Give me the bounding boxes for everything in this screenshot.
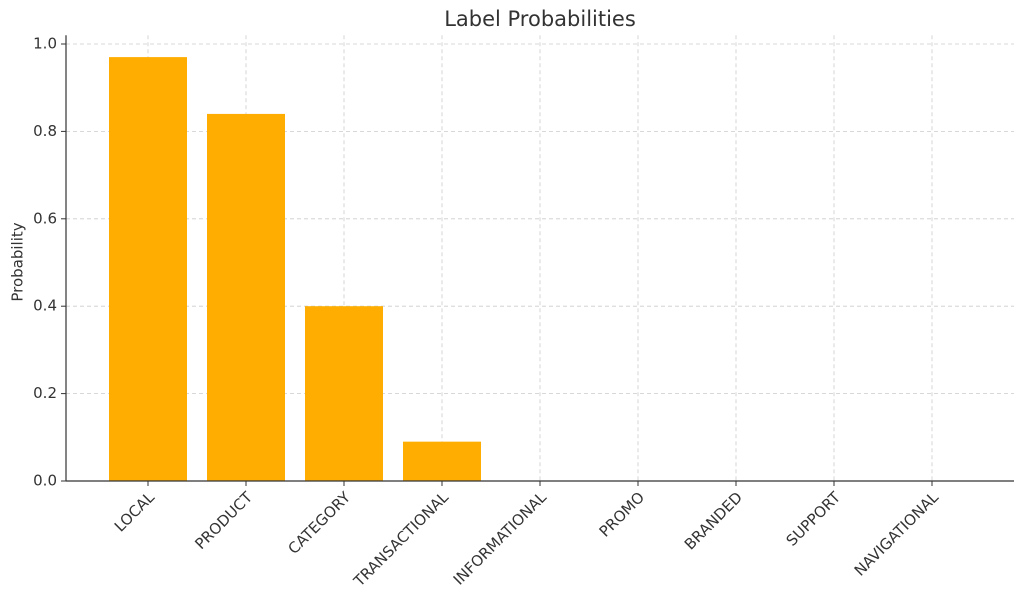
x-tick-label: BRANDED: [681, 488, 746, 553]
y-tick-label: 0.0: [33, 472, 57, 490]
x-tick-label: NAVIGATIONAL: [851, 488, 943, 580]
x-tick-label: CATEGORY: [285, 488, 355, 558]
y-tick-label: 0.8: [33, 122, 57, 140]
y-tick-label: 1.0: [33, 35, 57, 53]
x-tick-label: INFORMATIONAL: [450, 488, 551, 589]
y-tick-label: 0.4: [33, 297, 57, 315]
x-tick-label: LOCAL: [111, 488, 159, 536]
bar: [305, 306, 383, 481]
y-axis-label: Probability: [9, 222, 27, 301]
y-tick-label: 0.2: [33, 384, 57, 402]
y-tick-label: 0.6: [33, 209, 57, 227]
x-tick-label: TRANSACTIONAL: [350, 488, 453, 591]
x-tick-label: PROMO: [596, 488, 648, 540]
bar: [207, 113, 285, 482]
bar: [403, 441, 481, 481]
x-tick-label: PRODUCT: [191, 488, 256, 553]
chart-title: Label Probabilities: [444, 7, 636, 31]
bar: [109, 57, 187, 482]
x-tick-label: SUPPORT: [783, 488, 845, 550]
